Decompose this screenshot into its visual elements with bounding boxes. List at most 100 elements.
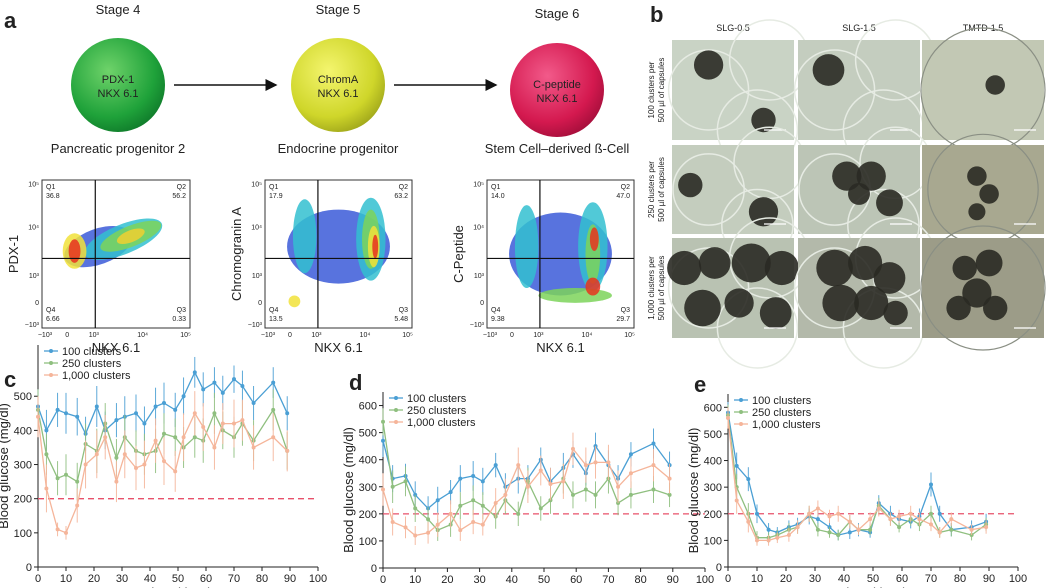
data-point <box>651 463 656 468</box>
quadrant-value: 17.9 <box>269 193 283 200</box>
data-point <box>435 498 440 503</box>
legend-label: 1,000 clusters <box>407 417 476 429</box>
x-tick-label: 0 <box>725 573 731 585</box>
data-point <box>480 522 485 527</box>
data-point <box>220 421 225 426</box>
data-point <box>949 517 954 522</box>
stage-title: Stage 5 <box>316 2 361 17</box>
data-point <box>103 435 108 440</box>
micrograph <box>798 40 920 140</box>
data-point <box>856 527 861 532</box>
y-tick-label: 0 <box>371 563 377 575</box>
data-point <box>766 538 771 543</box>
row-label: 500 µl of capsules <box>657 58 666 123</box>
cell-cluster <box>812 54 845 86</box>
x-tick-label: 80 <box>954 573 966 585</box>
data-point <box>538 468 543 473</box>
density-blob <box>288 295 301 308</box>
data-point <box>525 484 530 489</box>
cell-cluster <box>975 249 1003 277</box>
data-point <box>836 533 841 538</box>
legend-marker <box>49 373 53 377</box>
panel-label: d <box>349 370 362 395</box>
quadrant-label: Q2 <box>177 184 186 191</box>
data-point <box>271 380 276 385</box>
data-point <box>162 401 166 406</box>
flow-y-tick: 10³ <box>29 273 40 280</box>
data-point <box>413 506 418 511</box>
data-point <box>94 404 99 409</box>
x-tick-label: 60 <box>200 573 212 585</box>
flow-x-tick: 10³ <box>533 332 544 339</box>
data-point <box>969 527 974 532</box>
quadrant-label: Q4 <box>269 307 278 314</box>
data-point <box>888 517 893 522</box>
quadrant-value: 63.2 <box>394 193 408 200</box>
data-point <box>162 459 166 464</box>
quadrant-value: 9.38 <box>491 316 505 323</box>
data-point <box>561 479 566 484</box>
x-tick-label: 40 <box>506 574 518 586</box>
data-point <box>746 477 751 482</box>
data-point <box>827 514 832 519</box>
data-point <box>83 462 88 467</box>
data-point <box>192 411 197 416</box>
flow-y-tick: 10⁴ <box>473 224 484 231</box>
data-point <box>570 492 575 497</box>
cell-cluster <box>698 247 731 279</box>
x-tick-label: 30 <box>809 573 821 585</box>
cell-cluster <box>731 243 771 283</box>
data-point <box>192 435 197 440</box>
column-header: SLG-0.5 <box>716 23 750 33</box>
flow-x-tick: 10⁴ <box>582 332 593 339</box>
data-point <box>122 452 127 457</box>
data-point <box>628 492 633 497</box>
data-point <box>134 465 138 470</box>
data-point <box>917 517 922 522</box>
data-point <box>173 407 178 412</box>
data-point <box>876 506 881 511</box>
x-tick-label: 40 <box>838 573 850 585</box>
x-tick-label: 20 <box>780 573 792 585</box>
stage-title: Stage 6 <box>535 6 580 21</box>
data-point <box>381 419 385 424</box>
cell-cluster <box>979 184 999 204</box>
quadrant-label: Q2 <box>399 184 408 191</box>
data-point <box>766 527 771 532</box>
data-point <box>458 476 463 481</box>
data-point <box>75 414 80 419</box>
flow-x-tick: 10³ <box>311 332 322 339</box>
data-point <box>64 411 68 416</box>
flow-x-tick: 0 <box>288 332 292 339</box>
density-blob <box>372 234 379 259</box>
data-point <box>390 484 395 489</box>
flow-x-tick: −10³ <box>261 332 276 339</box>
density-blob <box>68 239 81 263</box>
cell-cluster <box>946 295 971 321</box>
x-tick-label: 40 <box>144 573 156 585</box>
y-tick-label: 0 <box>26 562 32 574</box>
flow-x-tick: −10³ <box>38 332 53 339</box>
flow-x-tick: 10⁴ <box>137 332 148 339</box>
quadrant-label: Q1 <box>269 184 278 191</box>
legend-marker <box>739 410 743 414</box>
flow-y-tick: 10⁵ <box>473 181 484 188</box>
data-point <box>775 535 780 540</box>
flow-y-label: PDX-1 <box>6 235 21 273</box>
data-point <box>616 484 621 489</box>
x-tick-label: 0 <box>380 574 386 586</box>
legend-marker <box>49 361 53 365</box>
quadrant-value: 14.0 <box>491 193 505 200</box>
x-tick-label: 30 <box>473 574 485 586</box>
flow-x-tick: 0 <box>510 332 514 339</box>
x-tick-label: 60 <box>896 573 908 585</box>
data-point <box>44 486 49 491</box>
data-point <box>390 519 395 524</box>
flow-y-label: C-Peptide <box>451 225 466 283</box>
legend-label: 100 clusters <box>752 395 812 407</box>
x-tick-label: 60 <box>570 574 582 586</box>
cell-cluster <box>873 262 906 294</box>
data-point <box>836 511 841 516</box>
y-tick-label: 100 <box>359 536 377 548</box>
series-line <box>37 408 288 483</box>
